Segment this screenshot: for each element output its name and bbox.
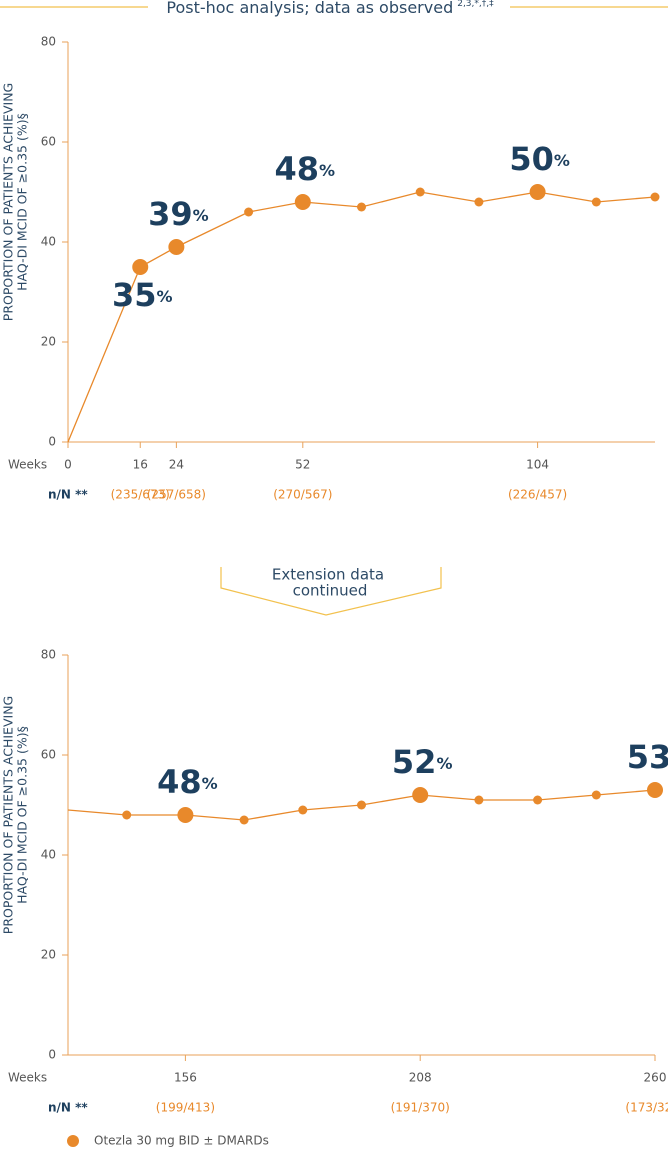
y-tick-label: 20 <box>41 335 56 349</box>
y-axis-label: HAQ-DI MCID OF ≥0.35 (%)§ <box>15 113 30 291</box>
y-tick-label: 0 <box>48 1048 56 1062</box>
point <box>122 810 132 820</box>
divider-text: Extension data <box>272 566 384 584</box>
x-tick-label: 104 <box>526 458 549 472</box>
x-tick-label: 260 <box>644 1071 667 1085</box>
point <box>357 202 366 212</box>
x-tick-label: 208 <box>409 1071 432 1085</box>
n-value: (257/658) <box>147 488 206 502</box>
x-tick-label: 0 <box>64 458 72 472</box>
point <box>591 790 601 800</box>
value-label: 48% <box>275 150 336 188</box>
n-label: n/N ** <box>48 488 88 502</box>
point <box>132 259 149 275</box>
y-tick-label: 40 <box>41 235 56 249</box>
title-superscript: 2,3,*,†,‡ <box>457 0 494 9</box>
extension-bracket <box>220 567 442 616</box>
point <box>412 787 429 803</box>
point <box>591 197 601 207</box>
y-tick-label: 20 <box>41 948 56 962</box>
y-tick-label: 0 <box>48 435 56 449</box>
point <box>415 187 425 197</box>
point <box>650 192 660 202</box>
y-tick-label: 60 <box>41 748 56 762</box>
value-label: 50% <box>509 140 570 178</box>
y-axis-label: PROPORTION OF PATIENTS ACHIEVING <box>1 696 16 934</box>
n-value: (270/567) <box>273 488 332 502</box>
point <box>474 795 484 805</box>
title-text: Post-hoc analysis; data as observed <box>166 0 453 17</box>
y-tick-label: 80 <box>41 648 56 662</box>
n-value: (199/413) <box>156 1101 215 1115</box>
point <box>529 184 546 200</box>
point <box>298 805 308 815</box>
x-tick-label: 52 <box>295 458 310 472</box>
x-axis-label: Weeks <box>8 1071 47 1085</box>
point <box>357 800 366 810</box>
y-tick-label: 40 <box>41 848 56 862</box>
point <box>239 815 249 825</box>
n-value: (235/673) <box>111 488 170 502</box>
value-label: 35% <box>112 276 173 314</box>
value-label: 52% <box>392 743 453 781</box>
point <box>168 239 185 255</box>
legend-label: Otezla 30 mg BID ± DMARDs <box>94 1134 269 1148</box>
point <box>177 807 194 823</box>
x-axis-label: Weeks <box>8 458 47 472</box>
header-title: Post-hoc analysis; data as observed 2,3,*… <box>166 0 494 17</box>
x-tick-label: 156 <box>174 1071 197 1085</box>
x-tick-label: 16 <box>133 458 148 472</box>
n-value: (173/329) <box>625 1101 668 1115</box>
y-axis-label: PROPORTION OF PATIENTS ACHIEVING <box>1 83 16 321</box>
n-value: (191/370) <box>391 1101 450 1115</box>
y-axis-label: HAQ-DI MCID OF ≥0.35 (%)§ <box>15 726 30 904</box>
y-tick-label: 60 <box>41 135 56 149</box>
x-tick-label: 24 <box>169 458 184 472</box>
point <box>474 197 484 207</box>
point <box>244 207 254 217</box>
legend-marker <box>67 1135 79 1147</box>
y-tick-label: 80 <box>41 35 56 49</box>
point <box>294 194 311 210</box>
value-label: 39% <box>148 195 209 233</box>
n-value: (226/457) <box>508 488 567 502</box>
point <box>647 782 663 798</box>
divider-text: continued <box>293 582 368 600</box>
point <box>533 795 543 805</box>
value-label: 53% <box>627 738 668 776</box>
value-label: 48% <box>157 763 218 801</box>
n-label: n/N ** <box>48 1101 88 1115</box>
